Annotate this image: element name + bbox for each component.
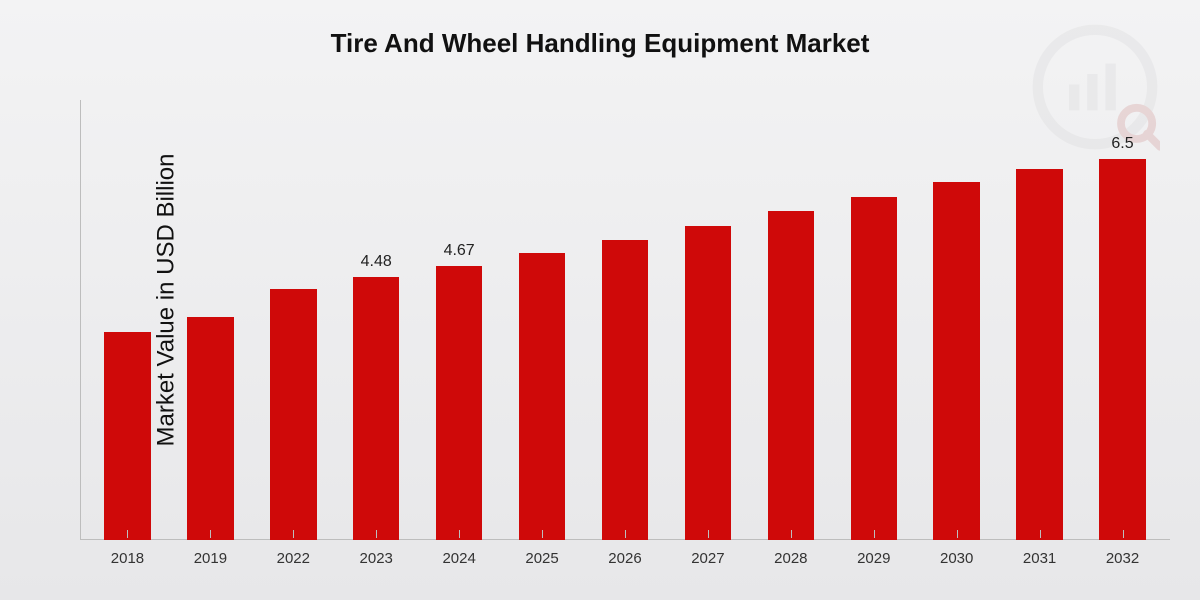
x-axis-labels: 2018201920222023202420252026202720282029… (80, 550, 1170, 580)
x-axis-tick-label: 2031 (998, 550, 1081, 580)
x-axis-tick (791, 530, 792, 538)
x-axis-tick (542, 530, 543, 538)
bar-slot: 4.67 (418, 100, 501, 540)
bar-slot (998, 100, 1081, 540)
bar-slot (584, 100, 667, 540)
bar-slot (915, 100, 998, 540)
bar-value-label: 6.5 (1111, 135, 1133, 153)
bar (436, 266, 482, 540)
bar-slot (169, 100, 252, 540)
x-axis-tick-label: 2026 (584, 550, 667, 580)
bar (768, 211, 814, 540)
x-axis-tick-label: 2022 (252, 550, 335, 580)
x-axis-tick (293, 530, 294, 538)
x-axis-tick-label: 2030 (915, 550, 998, 580)
bars-container: 4.48 4.67 6.5 (80, 100, 1170, 540)
x-axis-tick-label: 2028 (749, 550, 832, 580)
bar-value-label: 4.48 (361, 253, 392, 271)
x-axis-tick (127, 530, 128, 538)
bar-slot (666, 100, 749, 540)
bar (602, 240, 648, 540)
bar-slot (749, 100, 832, 540)
bar-slot (252, 100, 335, 540)
x-axis-tick-label: 2019 (169, 550, 252, 580)
bar (685, 226, 731, 540)
bar (851, 197, 897, 540)
plot-area: 4.48 4.67 6.5 (80, 100, 1170, 540)
bar (353, 277, 399, 540)
bar (104, 332, 150, 540)
bar-value-label: 4.67 (444, 242, 475, 260)
x-axis-tick (957, 530, 958, 538)
bar-slot (501, 100, 584, 540)
bar-slot (86, 100, 169, 540)
chart-title: Tire And Wheel Handling Equipment Market (0, 28, 1200, 59)
bar-slot (832, 100, 915, 540)
bar (270, 289, 316, 540)
bar (187, 317, 233, 540)
bar (519, 253, 565, 540)
x-axis-tick (1040, 530, 1041, 538)
x-axis-tick (708, 530, 709, 538)
x-axis-tick (210, 530, 211, 538)
x-axis-tick (625, 530, 626, 538)
x-axis-tick (1123, 530, 1124, 538)
bar (1016, 169, 1062, 540)
bar (933, 182, 979, 540)
x-axis-tick-label: 2027 (666, 550, 749, 580)
x-axis-tick (376, 530, 377, 538)
bar-slot: 6.5 (1081, 100, 1164, 540)
x-axis-tick-label: 2023 (335, 550, 418, 580)
x-axis-tick (459, 530, 460, 538)
x-axis-tick-label: 2032 (1081, 550, 1164, 580)
x-axis-tick-label: 2025 (501, 550, 584, 580)
x-axis-tick (874, 530, 875, 538)
bar-slot: 4.48 (335, 100, 418, 540)
bar (1099, 159, 1145, 540)
x-axis-tick-label: 2024 (418, 550, 501, 580)
x-axis-tick-label: 2029 (832, 550, 915, 580)
x-axis-tick-label: 2018 (86, 550, 169, 580)
